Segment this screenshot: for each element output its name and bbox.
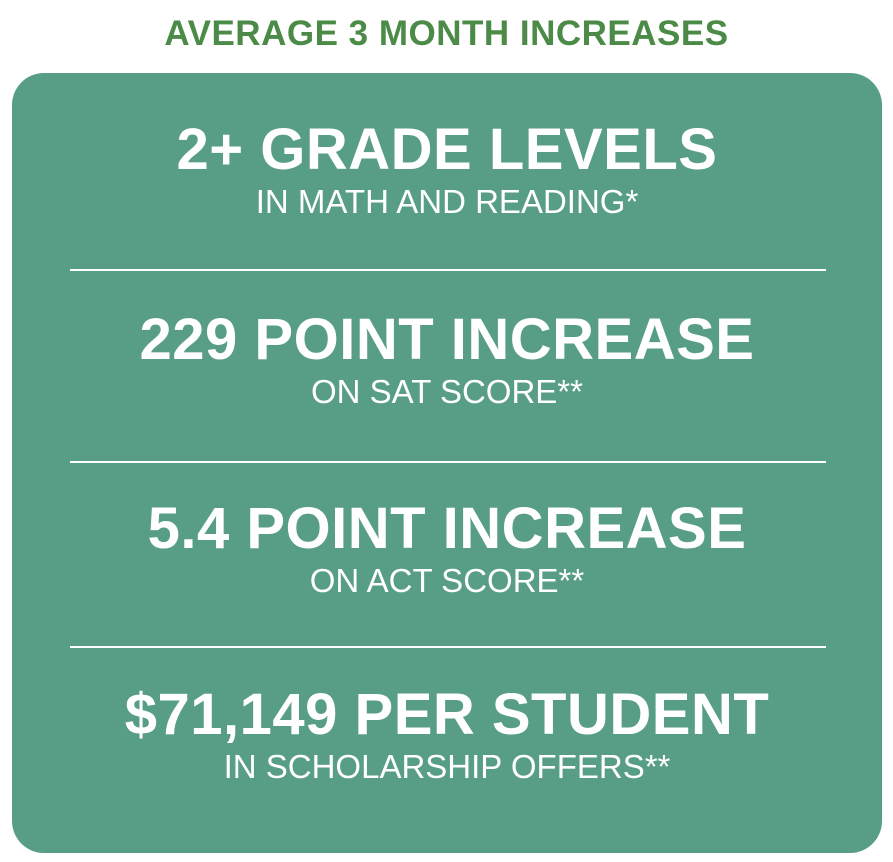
infographic-title: AVERAGE 3 MONTH INCREASES <box>164 14 729 53</box>
stat-headline: 229 POINT INCREASE <box>139 307 755 372</box>
stat-sat: 229 POINT INCREASE ON SAT SCORE** <box>12 308 882 412</box>
stat-subtitle: IN MATH AND READING* <box>255 183 639 220</box>
divider <box>70 646 826 648</box>
stat-headline: 2+ GRADE LEVELS <box>176 117 718 182</box>
stat-headline: $71,149 PER STUDENT <box>124 682 770 747</box>
stat-subtitle: ON SAT SCORE** <box>310 373 583 410</box>
stat-scholarship: $71,149 PER STUDENT IN SCHOLARSHIP OFFER… <box>12 683 882 787</box>
stat-act: 5.4 POINT INCREASE ON ACT SCORE** <box>12 497 882 601</box>
stats-panel: 2+ GRADE LEVELS IN MATH AND READING* 229… <box>12 73 882 853</box>
stat-headline: 5.4 POINT INCREASE <box>147 496 747 561</box>
stat-subtitle: ON ACT SCORE** <box>309 562 585 599</box>
divider <box>70 269 826 271</box>
stat-subtitle: IN SCHOLARSHIP OFFERS** <box>223 748 671 785</box>
stat-grade-levels: 2+ GRADE LEVELS IN MATH AND READING* <box>12 118 882 222</box>
divider <box>70 461 826 463</box>
